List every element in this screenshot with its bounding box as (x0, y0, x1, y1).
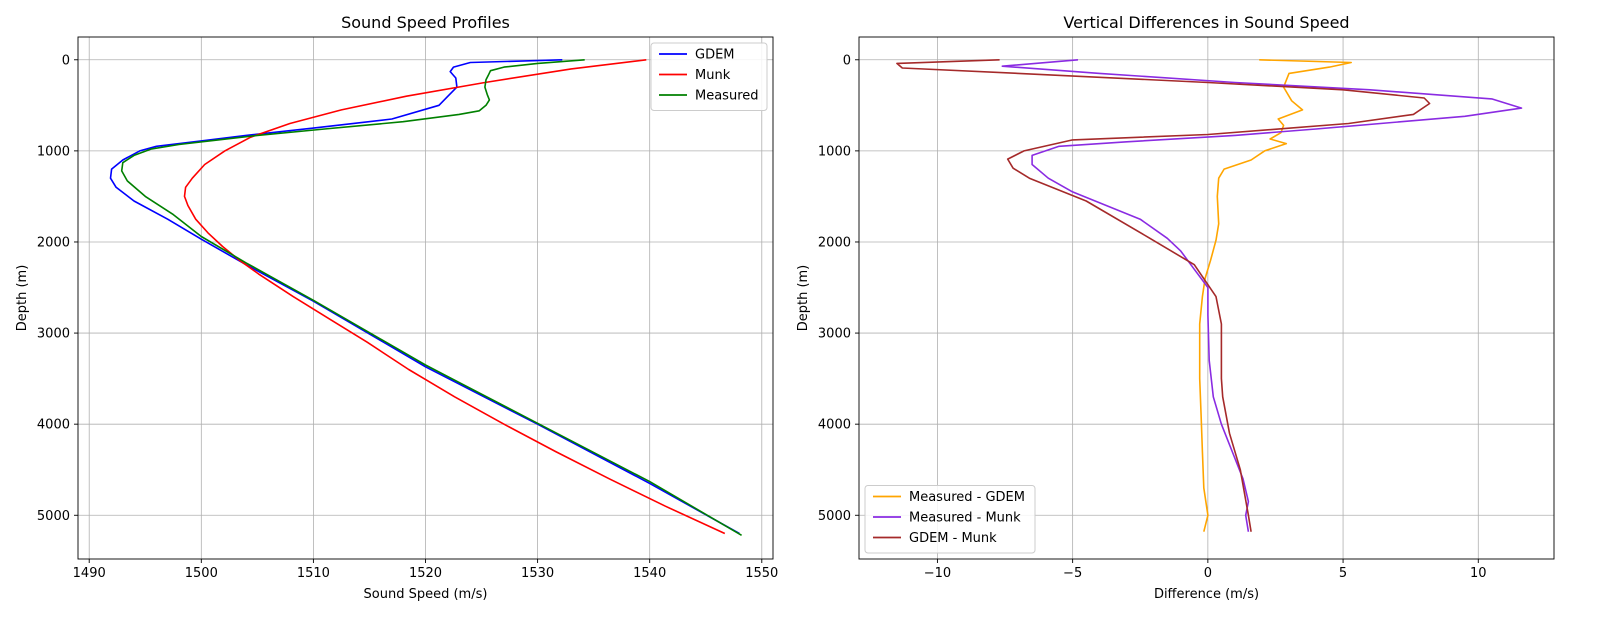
plot2-series-gdem-munk (896, 59, 1431, 532)
plot1-xtick-label-4: 1530 (521, 566, 554, 581)
plot1-title: Sound Speed Profiles (341, 13, 510, 32)
plot1-ytick-label-5: 5000 (37, 509, 70, 524)
plot1-xtick-label-1: 1500 (185, 566, 218, 581)
plot1-ytick-label-4: 4000 (37, 418, 70, 433)
plot1-ytick-label-2: 2000 (37, 235, 70, 250)
plot1-xlabel: Sound Speed (m/s) (364, 587, 488, 602)
plot1-group: GDEM Munk Measured (74, 36, 774, 563)
plot2-series-measured-munk (1001, 59, 1523, 532)
plot1-series-gdem (109, 59, 740, 535)
plot1-legend-label-0: GDEM (695, 48, 735, 63)
plot1-series-measured (120, 59, 743, 536)
plot2-ytick-label-0: 0 (843, 53, 851, 68)
plot2-legend-label-0: Measured - GDEM (909, 490, 1025, 505)
plot2-legend-box (864, 485, 1036, 554)
plot2-title: Vertical Differences in Sound Speed (1063, 13, 1349, 32)
plot2-ytick-label-3: 3000 (818, 327, 851, 342)
plot2-xtick-label-3: 5 (1339, 566, 1347, 581)
plot1-xtick-label-3: 1520 (409, 566, 442, 581)
plot1-legend-label-2: Measured (695, 89, 759, 104)
plot1-ytick-label-3: 3000 (37, 327, 70, 342)
plot2-series-measured-gdem (1198, 59, 1352, 532)
plot1-series-munk (183, 59, 726, 535)
plot2-group: Measured - GDEM Measured - Munk GDEM - Mun… (855, 36, 1555, 563)
plot2-legend-label-2: GDEM - Munk (909, 531, 997, 546)
plot2-ylabel: Depth (m) (796, 265, 811, 332)
plot2-legend-label-1: Measured - Munk (909, 511, 1021, 526)
plot2-xtick-label-2: 0 (1204, 566, 1212, 581)
plot1-xtick-label-6: 1550 (745, 566, 778, 581)
plot1-xtick-label-2: 1510 (297, 566, 330, 581)
plot2-xlabel: Difference (m/s) (1154, 587, 1259, 602)
plot2-ytick-label-2: 2000 (818, 235, 851, 250)
plot1-ytick-label-0: 0 (62, 53, 70, 68)
plot1-legend-box (650, 42, 768, 111)
plot1-ytick-label-1: 1000 (37, 144, 70, 159)
plot1-xtick-label-0: 1490 (73, 566, 106, 581)
plot1-xtick-label-5: 1540 (633, 566, 666, 581)
plot2-xtick-label-0: −10 (924, 566, 951, 581)
plot2-ytick-label-4: 4000 (818, 418, 851, 433)
plot1-ylabel: Depth (m) (15, 265, 30, 332)
plot2-ytick-label-1: 1000 (818, 144, 851, 159)
plot1-legend-label-1: Munk (695, 68, 731, 83)
plot2-xtick-label-1: −5 (1063, 566, 1082, 581)
plot2-xtick-label-4: 10 (1470, 566, 1487, 581)
plot2-ytick-label-5: 5000 (818, 509, 851, 524)
plot2-legend: Measured - GDEM Measured - Munk GDEM - Mun… (864, 485, 1036, 554)
plot2-frame (858, 36, 1555, 560)
plot1-legend: GDEM Munk Measured (650, 42, 768, 111)
